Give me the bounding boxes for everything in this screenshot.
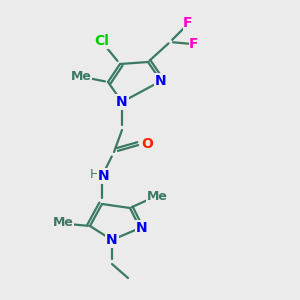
Text: Me: Me (147, 190, 167, 202)
Text: F: F (189, 37, 199, 51)
Text: H: H (89, 169, 99, 182)
Text: Me: Me (52, 215, 74, 229)
Text: Cl: Cl (94, 34, 110, 48)
Text: F: F (183, 16, 193, 30)
Text: N: N (98, 169, 110, 183)
Text: N: N (106, 233, 118, 247)
Text: N: N (116, 95, 128, 109)
Text: Me: Me (70, 70, 92, 83)
Text: O: O (141, 137, 153, 151)
Text: N: N (136, 221, 148, 235)
Text: N: N (155, 74, 167, 88)
